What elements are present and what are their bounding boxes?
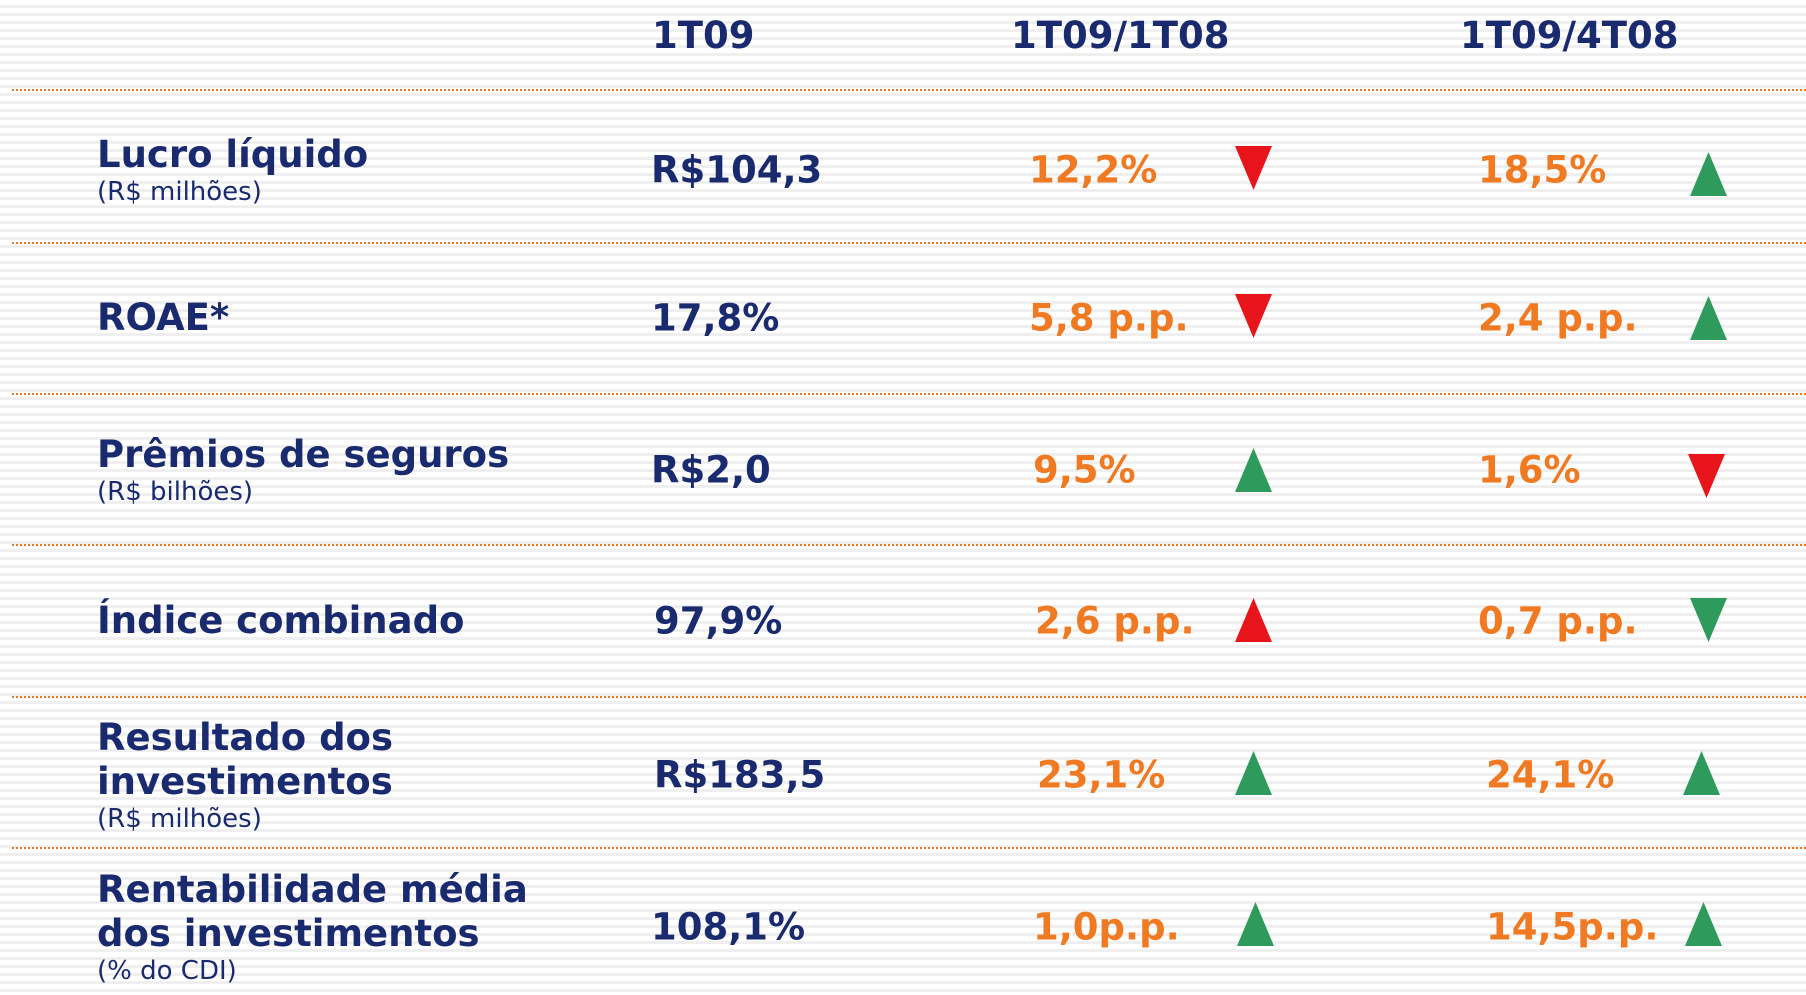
label-line: Índice combinado xyxy=(97,599,465,642)
arrow-up xyxy=(1235,448,1272,492)
change-year: 9,5% xyxy=(1033,448,1136,492)
change-quarter: 0,7 p.p. xyxy=(1478,599,1638,643)
label-line: dos investimentos xyxy=(97,912,480,955)
separator xyxy=(12,847,1806,849)
change-quarter: 24,1% xyxy=(1486,753,1615,797)
arrow-down xyxy=(1235,146,1272,190)
arrow-up xyxy=(1685,902,1722,946)
arrow-down xyxy=(1688,454,1725,498)
label-line: ROAE* xyxy=(97,296,230,339)
label-line: Prêmios de seguros xyxy=(97,433,510,476)
column-header: 1T09 xyxy=(652,14,755,57)
arrow-down xyxy=(1690,598,1727,642)
arrow-up xyxy=(1690,152,1727,196)
row-label: Rentabilidade média dos investimentos (% d… xyxy=(97,868,528,986)
label-line: Rentabilidade média xyxy=(97,868,528,911)
row-label: Resultado dos investimentos (R$ milhões) xyxy=(97,716,393,834)
row-value: 97,9% xyxy=(654,599,783,643)
change-year: 12,2% xyxy=(1029,148,1158,192)
column-header: 1T09/1T08 xyxy=(1011,14,1230,57)
change-quarter: 2,4 p.p. xyxy=(1478,296,1638,340)
row-value: 17,8% xyxy=(651,296,780,340)
row-label: Lucro líquido (R$ milhões) xyxy=(97,133,368,207)
change-quarter: 18,5% xyxy=(1478,148,1607,192)
label-line: investimentos xyxy=(97,760,393,803)
row-label: Índice combinado xyxy=(97,599,464,643)
column-header: 1T09/4T08 xyxy=(1460,14,1679,57)
change-quarter: 1,6% xyxy=(1478,448,1581,492)
row-sublabel: (% do CDI) xyxy=(97,956,237,986)
separator xyxy=(12,393,1806,395)
change-year: 2,6 p.p. xyxy=(1035,599,1195,643)
arrow-up xyxy=(1690,296,1727,340)
row-value: R$183,5 xyxy=(654,753,826,797)
separator xyxy=(12,696,1806,698)
label-line: Resultado dos xyxy=(97,716,393,759)
arrow-down xyxy=(1235,294,1272,338)
change-quarter: 14,5p.p. xyxy=(1486,905,1659,949)
arrow-up xyxy=(1683,751,1720,795)
row-label: Prêmios de seguros (R$ bilhões) xyxy=(97,433,509,507)
change-year: 23,1% xyxy=(1037,753,1166,797)
row-sublabel: (R$ bilhões) xyxy=(97,477,254,507)
row-value: R$104,3 xyxy=(651,148,823,192)
row-label: ROAE* xyxy=(97,296,229,340)
arrow-up xyxy=(1237,902,1274,946)
arrow-up xyxy=(1235,598,1272,642)
label-line: Lucro líquido xyxy=(97,133,369,176)
separator xyxy=(12,89,1806,91)
row-sublabel: (R$ milhões) xyxy=(97,177,262,207)
separator xyxy=(12,242,1806,244)
change-year: 5,8 p.p. xyxy=(1029,296,1189,340)
arrow-up xyxy=(1235,751,1272,795)
separator xyxy=(12,544,1806,546)
row-value: R$2,0 xyxy=(651,448,771,492)
row-sublabel: (R$ milhões) xyxy=(97,804,262,834)
change-year: 1,0p.p. xyxy=(1033,905,1180,949)
row-value: 108,1% xyxy=(651,905,806,949)
